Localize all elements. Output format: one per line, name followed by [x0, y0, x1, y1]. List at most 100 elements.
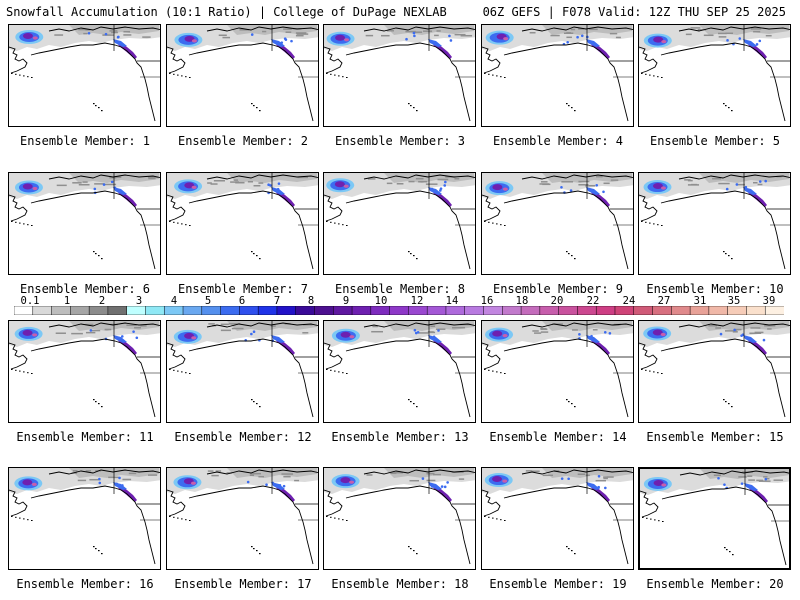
- ensemble-member-map[interactable]: [638, 467, 791, 570]
- terrain-streak: [367, 178, 376, 180]
- terrain-streak: [615, 36, 621, 39]
- terrain-streak: [211, 474, 219, 477]
- colorbar-tick-label: 2: [98, 295, 106, 307]
- snowfall-spot: [733, 328, 736, 332]
- member-map-svg: [482, 321, 633, 418]
- ensemble-member-map[interactable]: [323, 24, 476, 127]
- coastline-alaska-west: [324, 194, 343, 222]
- terrain-streak: [733, 328, 742, 331]
- ensemble-member-map[interactable]: [481, 320, 634, 423]
- snowfall-core: [22, 183, 33, 190]
- aleutian-island: [326, 369, 328, 370]
- coastline-arctic: [521, 322, 633, 328]
- terrain-streak: [405, 30, 416, 33]
- member-caption: Ensemble Member: 13: [331, 430, 469, 444]
- snowfall-spot: [560, 477, 564, 480]
- aleutian-island: [27, 372, 29, 374]
- ensemble-member-map[interactable]: [8, 172, 161, 275]
- colorbar-segment: [126, 306, 147, 315]
- snowfall-coastal: [586, 335, 600, 343]
- member-caption: Ensemble Member: 11: [16, 430, 154, 444]
- terrain-streak: [708, 324, 717, 327]
- ensemble-member-map[interactable]: [166, 320, 319, 423]
- snowfall-core: [503, 37, 509, 41]
- ensemble-member-map[interactable]: [323, 467, 476, 570]
- snowfall-coastal: [271, 335, 285, 343]
- aleutian-island: [177, 222, 179, 224]
- hawaii-island: [98, 550, 100, 552]
- ensemble-member-map[interactable]: [481, 172, 634, 275]
- colorbar-segment: [220, 306, 241, 315]
- aleutian-island: [496, 223, 498, 225]
- snowfall-coastal: [743, 335, 757, 343]
- ensemble-member-map[interactable]: [166, 172, 319, 275]
- snowfall-spot: [726, 39, 729, 42]
- ensemble-member-map[interactable]: [638, 172, 791, 275]
- snowfall-spot: [265, 483, 268, 487]
- ensemble-member-map[interactable]: [8, 320, 161, 423]
- terrain-streak: [460, 34, 473, 37]
- aleutian-island: [504, 373, 506, 374]
- coastline-arctic: [206, 469, 318, 475]
- member-caption: Ensemble Member: 8: [334, 282, 466, 296]
- aleutian-island: [27, 519, 29, 521]
- hawaii-island: [571, 550, 573, 552]
- snowfall-coastal: [744, 483, 758, 491]
- ensemble-member-map[interactable]: [638, 320, 791, 423]
- snowfall-coastal: [271, 482, 285, 490]
- aleutian-island: [326, 516, 328, 517]
- terrain-streak: [610, 179, 619, 181]
- terrain-streak: [371, 330, 384, 333]
- aleutian-island: [334, 517, 336, 519]
- terrain-streak: [104, 328, 112, 331]
- ensemble-member-map[interactable]: [8, 24, 161, 127]
- snowfall-spot: [267, 183, 270, 187]
- hawaii-island: [259, 258, 261, 260]
- snowfall-core: [32, 333, 38, 337]
- ensemble-member-map[interactable]: [481, 467, 634, 570]
- snowfall-core: [343, 184, 349, 188]
- aleutian-island: [31, 77, 33, 78]
- terrain-streak: [603, 477, 608, 480]
- terrain-streak: [215, 470, 222, 472]
- snowfall-spot: [741, 333, 745, 336]
- terrain-streak: [392, 471, 403, 474]
- aleutian-island: [181, 371, 183, 373]
- terrain-streak: [529, 31, 536, 34]
- terrain-streak: [228, 323, 241, 325]
- aleutian-island: [488, 369, 490, 371]
- terrain-streak: [147, 176, 159, 178]
- snowfall-spot: [430, 187, 434, 191]
- ensemble-member-map[interactable]: [481, 24, 634, 127]
- hawaii-island: [724, 547, 726, 549]
- coastline-gulf-alaska: [30, 190, 122, 204]
- ensemble-member-map[interactable]: [323, 320, 476, 423]
- colorbar-segment: [614, 306, 635, 315]
- terrain-streak: [90, 329, 101, 332]
- terrain-streak: [697, 28, 707, 31]
- terrain-streak: [77, 479, 87, 482]
- hawaii-island: [413, 403, 415, 405]
- aleutian-island: [23, 371, 25, 373]
- terrain-streak: [437, 178, 449, 181]
- ensemble-member-map[interactable]: [323, 172, 476, 275]
- terrain-streak: [381, 34, 390, 37]
- aleutian-island: [334, 74, 336, 76]
- ensemble-member-map[interactable]: [8, 467, 161, 570]
- coastline-arctic: [48, 26, 160, 32]
- aleutian-island: [649, 74, 651, 76]
- terrain-streak: [85, 331, 96, 334]
- coastline-pacific-northwest: [750, 342, 786, 418]
- aleutian-island: [657, 76, 659, 78]
- ensemble-member-map[interactable]: [638, 24, 791, 127]
- coastline-pacific-northwest: [120, 194, 156, 270]
- coastline-gulf-alaska: [660, 190, 752, 204]
- snowfall-spot: [89, 329, 93, 332]
- coastline-gulf-alaska: [188, 485, 280, 499]
- colorbar-segment: [558, 306, 579, 315]
- ensemble-member-map[interactable]: [166, 467, 319, 570]
- snowfall-spot: [115, 482, 119, 486]
- colorbar-segment: [257, 306, 278, 315]
- colorbar-tick-label: 7: [273, 295, 281, 307]
- ensemble-member-map[interactable]: [166, 24, 319, 127]
